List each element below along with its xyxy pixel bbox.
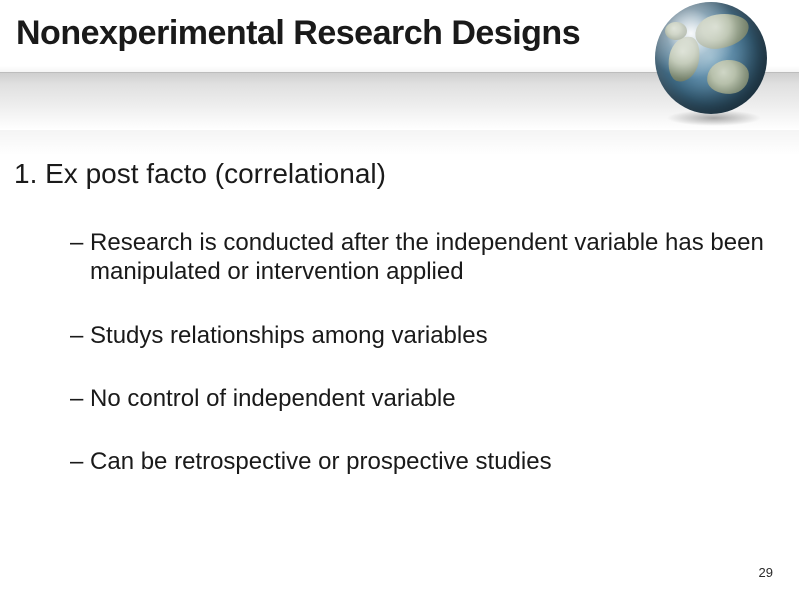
globe-icon — [655, 2, 767, 114]
bullet-item: Studys relationships among variables — [70, 321, 769, 350]
page-number: 29 — [759, 565, 773, 580]
globe-graphic — [655, 2, 773, 120]
bullet-item: Research is conducted after the independ… — [70, 228, 769, 287]
slide: Nonexperimental Research Designs 1. Ex p… — [0, 0, 799, 598]
globe-landmass — [665, 22, 687, 40]
bullet-item: Can be retrospective or prospective stud… — [70, 447, 769, 476]
globe-landmass — [693, 10, 751, 51]
slide-title: Nonexperimental Research Designs — [16, 14, 580, 53]
content-area: 1. Ex post facto (correlational) Researc… — [14, 158, 769, 510]
section-heading: 1. Ex post facto (correlational) — [14, 158, 769, 190]
bullet-item: No control of independent variable — [70, 384, 769, 413]
globe-landmass — [706, 59, 750, 96]
